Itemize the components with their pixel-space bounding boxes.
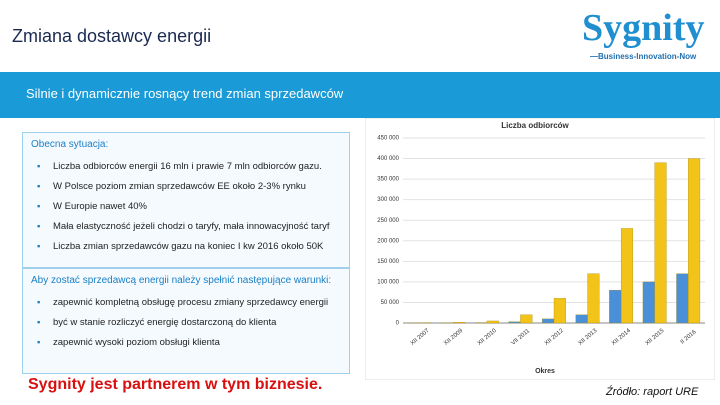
bar: [486, 320, 499, 324]
chart-title: Liczba odbiorców: [501, 121, 569, 130]
y-tick-label: 400 000: [377, 156, 399, 162]
bar: [676, 273, 689, 324]
bar: [642, 281, 655, 324]
bullet: Mała elastyczność jeżeli chodzi o taryfy…: [37, 218, 341, 235]
bullet: zapewnić wysoki poziom obsługi klienta: [37, 334, 341, 351]
y-tick-label: 100 000: [377, 279, 399, 285]
bullet: zapewnić kompletną obsługę procesu zmian…: [37, 294, 341, 311]
y-tick-label: 50 000: [381, 300, 400, 306]
info-box: Obecna sytuacja: Liczba odbiorców energii…: [22, 132, 350, 268]
y-tick-label: 450 000: [377, 136, 399, 142]
footer-text: Sygnity jest partnerem w tym biznesie.: [28, 376, 323, 393]
chart: Liczba odbiorców Okres 0 50 000 100 000 150…: [365, 118, 715, 380]
bar: [654, 162, 667, 324]
bullet: Liczba zmian sprzedawców gazu na koniec …: [37, 238, 341, 255]
bullet: W Europie nawet 40%: [37, 198, 341, 215]
y-tick-label: 250 000: [377, 218, 399, 224]
x-axis-label: Okres: [535, 368, 555, 375]
bar: [520, 314, 533, 324]
bar: [620, 228, 634, 324]
y-tick-label: 200 000: [377, 238, 399, 244]
bar: [587, 273, 600, 324]
bar: [575, 314, 588, 324]
tagline: —Business-Innovation-Now: [590, 52, 697, 61]
bar: [453, 322, 466, 324]
source: Źródło: raport URE: [606, 386, 699, 398]
bar: [542, 318, 555, 324]
slide-title: Zmiana dostawcy energii: [12, 26, 212, 46]
bullet: być w stanie rozliczyć energię dostarczo…: [37, 314, 341, 331]
y-tick-label: 350 000: [377, 177, 399, 183]
bar: [688, 158, 701, 324]
logo: Sygnity: [582, 7, 705, 49]
info-box: Aby zostać sprzedawcą energii należy spe…: [22, 268, 350, 374]
y-tick-label: 0: [396, 321, 400, 327]
y-tick-label: 150 000: [377, 259, 399, 265]
bar: [553, 298, 566, 324]
bullet: W Polsce poziom zmian sprzedawców EE oko…: [37, 178, 341, 195]
box-heading: Obecna sytuacja:: [31, 139, 109, 150]
bullet: Liczba odbiorców energii 16 mln i prawie…: [37, 158, 341, 175]
bar: [508, 321, 521, 324]
bar: [609, 289, 622, 324]
banner: Silnie i dynamicznie rosnący trend zmian…: [0, 72, 720, 118]
box-heading: Aby zostać sprzedawcą energii należy spe…: [31, 275, 332, 286]
y-tick-label: 300 000: [377, 197, 399, 203]
